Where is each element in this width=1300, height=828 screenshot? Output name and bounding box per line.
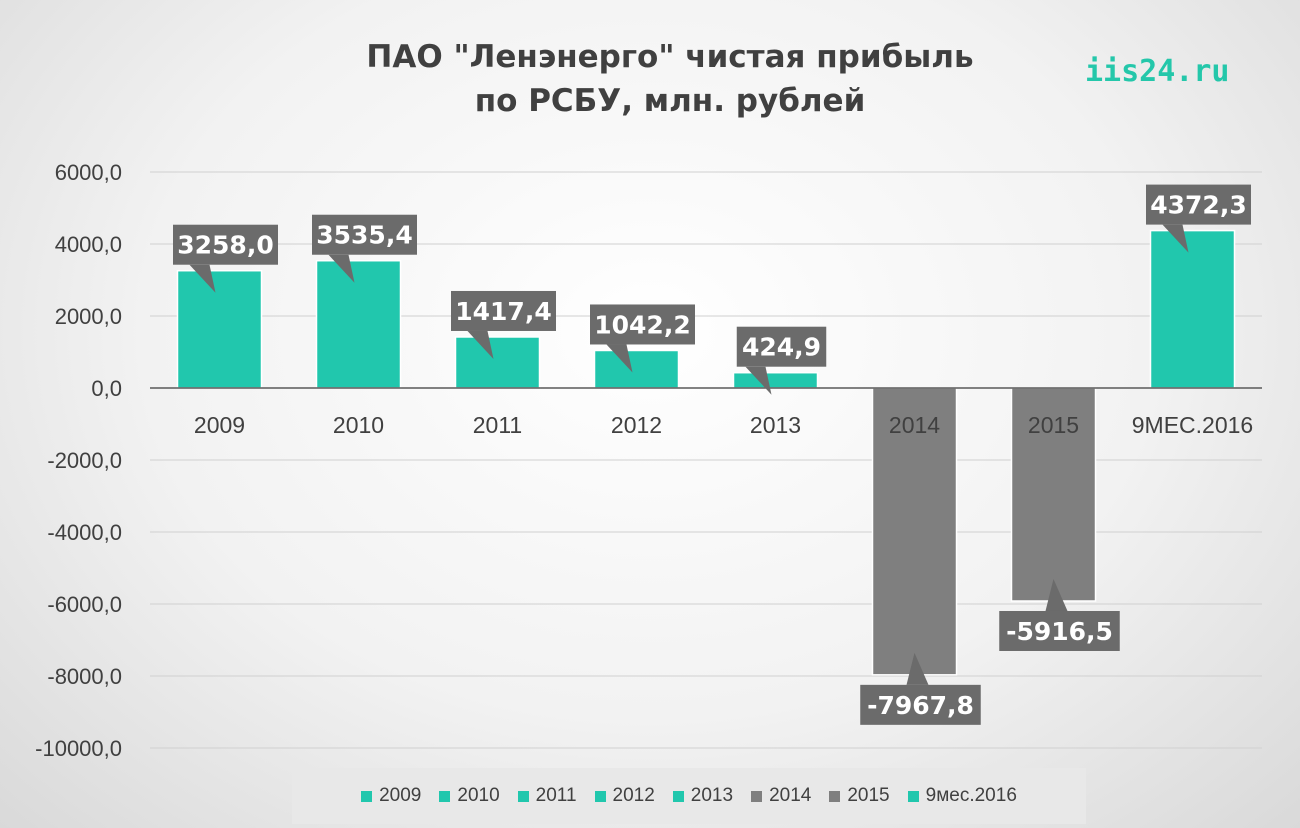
data-label-pointer: [745, 366, 772, 395]
legend-label: 2009: [379, 785, 422, 806]
data-label-box: [999, 610, 1120, 651]
legend-swatch: [361, 790, 373, 802]
data-label-box: [312, 214, 417, 255]
bar-2012: [593, 349, 680, 389]
legend-label: 2014: [769, 785, 812, 806]
bar-2014: [871, 387, 958, 676]
data-label-box: [736, 326, 827, 367]
legend-swatch: [594, 790, 606, 802]
y-tick-label: -4000,0: [47, 520, 122, 545]
data-label: 3258,0: [177, 231, 273, 260]
y-tick-label: -6000,0: [47, 592, 122, 617]
x-tick-label: 2014: [889, 412, 940, 438]
legend-item: 2014: [751, 785, 811, 807]
legend-item: 2013: [672, 785, 734, 807]
legend-label: 2010: [457, 785, 500, 806]
data-label-pointer: [1045, 578, 1068, 611]
data-label-pointer: [606, 344, 633, 373]
data-label: 424,9: [742, 333, 821, 362]
x-tick-label: 9МЕС.2016: [1132, 412, 1253, 438]
data-label: -7967,8: [867, 691, 974, 720]
legend-swatch: [517, 790, 529, 802]
x-tick-label: 2015: [1028, 412, 1079, 438]
legend-swatch: [439, 790, 451, 802]
legend-item: 2012: [594, 785, 655, 807]
data-label-box: [451, 290, 556, 331]
data-label-box: [590, 304, 695, 345]
bar-2010: [315, 259, 402, 389]
bar-9МЕС.2016: [1149, 229, 1236, 389]
legend-swatch: [672, 790, 684, 802]
legend-label: 2011: [535, 785, 577, 806]
data-label-pointer: [467, 330, 494, 359]
x-tick-label: 2011: [473, 412, 522, 438]
bar-2013: [732, 371, 819, 389]
x-tick-label: 2009: [194, 412, 245, 438]
legend: 2009 2010 2011 2012 2013 2014 2015 9мес.2016: [292, 768, 1086, 824]
legend-swatch: [829, 790, 841, 802]
data-label: 1042,2: [594, 310, 690, 339]
data-label-pointer: [328, 254, 355, 283]
legend-item: 2011: [517, 785, 577, 807]
data-label: 4372,3: [1150, 191, 1246, 220]
data-label-pointer: [906, 652, 929, 685]
legend-label: 2015: [847, 785, 890, 806]
chart-title-line2: по РСБУ, млн. рублей: [474, 83, 866, 119]
y-tick-label: -10000,0: [35, 736, 122, 761]
y-tick-label: 4000,0: [55, 232, 122, 257]
chart-title-line1: ПАО "Ленэнерго" чистая прибыль: [366, 39, 974, 75]
data-label-box: [1146, 184, 1251, 225]
data-label-box: [860, 684, 981, 725]
bar-2011: [454, 336, 541, 389]
legend-item: 2009: [361, 785, 421, 807]
x-tick-label: 2010: [333, 412, 384, 438]
x-tick-label: 2012: [611, 412, 662, 438]
data-label-box: [173, 224, 278, 265]
y-tick-label: -2000,0: [47, 448, 122, 473]
y-tick-label: 6000,0: [55, 160, 122, 185]
y-tick-label: -8000,0: [47, 664, 122, 689]
data-label: -5916,5: [1006, 617, 1113, 646]
x-tick-label: 2013: [750, 412, 801, 438]
legend-label: 9мес.2016: [925, 785, 1017, 806]
bar-2009: [176, 269, 263, 389]
legend-item: 2015: [829, 785, 890, 807]
y-tick-label: 2000,0: [55, 304, 122, 329]
legend-item: 2010: [439, 785, 500, 807]
legend-swatch: [907, 790, 919, 802]
legend-label: 2013: [690, 785, 734, 806]
legend-label: 2012: [612, 785, 655, 806]
legend-swatch: [751, 790, 763, 802]
watermark: iis24.ru: [1085, 54, 1230, 89]
data-label: 1417,4: [455, 297, 551, 326]
data-label-pointer: [189, 264, 216, 293]
data-label: 3535,4: [316, 221, 412, 250]
bar-2015: [1010, 387, 1097, 602]
legend-item: 9мес.2016: [907, 785, 1017, 807]
data-label-pointer: [1162, 224, 1189, 253]
y-tick-label: 0,0: [91, 376, 122, 401]
